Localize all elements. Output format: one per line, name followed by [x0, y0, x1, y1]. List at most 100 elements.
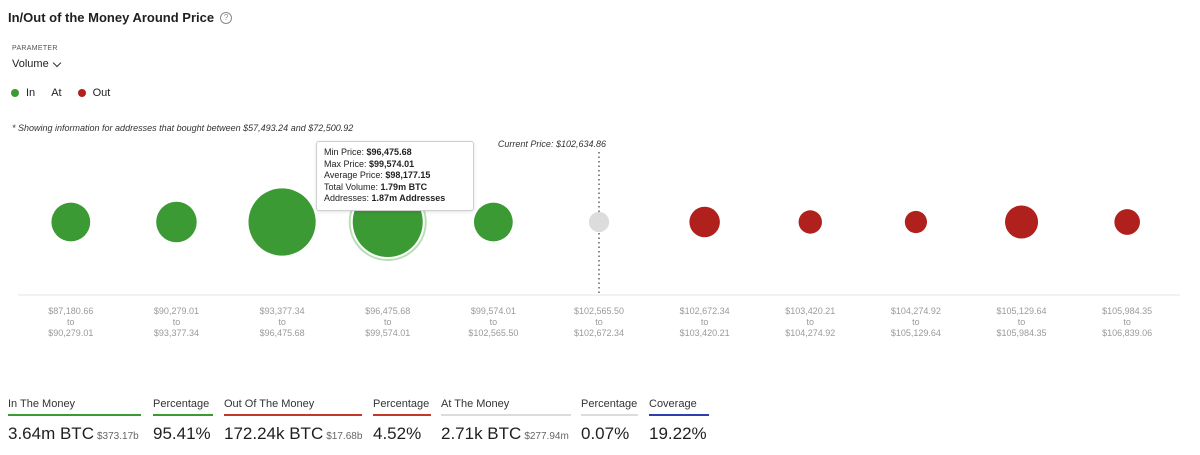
stat-underline — [649, 414, 709, 416]
legend-label-out: Out — [92, 87, 111, 99]
stat-sub-value: $17.68b — [326, 431, 363, 442]
tick-from-8: $104,274.92 — [891, 306, 941, 316]
bubble-out-9[interactable] — [1005, 205, 1039, 239]
bubble-in-1[interactable] — [156, 201, 197, 243]
range-note: * Showing information for addresses that… — [12, 123, 354, 133]
stat-coverage: Coverage 19.22% — [649, 398, 709, 444]
stat-label: At The Money — [441, 398, 510, 410]
legend-item-in[interactable]: In — [11, 87, 35, 99]
stat-underline — [581, 414, 638, 416]
bubble-in-4[interactable] — [473, 202, 513, 242]
parameter-value: Volume — [12, 58, 49, 70]
tick-to-word-6: to — [701, 317, 709, 327]
tick-to-6: $103,420.21 — [680, 328, 730, 338]
tick-from-6: $102,672.34 — [680, 306, 730, 316]
stat-at-percentage: Percentage 0.07% — [581, 398, 638, 444]
tooltip-min-row: Min Price: $96,475.68 — [324, 147, 412, 157]
tick-to-5: $102,672.34 — [574, 328, 624, 338]
stat-label: In The Money — [8, 398, 76, 410]
stat-label: Percentage — [373, 398, 430, 410]
tick-from-2: $93,377.34 — [260, 306, 305, 316]
legend-item-at[interactable]: At — [51, 87, 61, 99]
tick-to-2: $96,475.68 — [260, 328, 305, 338]
tick-to-4: $102,565.50 — [468, 328, 518, 338]
stat-value: 172.24k BTC — [224, 424, 324, 443]
tick-from-7: $103,420.21 — [785, 306, 835, 316]
tooltip-max-row: Max Price: $99,574.01 — [324, 158, 415, 169]
bubble-chart: Current Price: $102,634.86$87,180.66to$9… — [18, 139, 1180, 338]
legend-item-out[interactable]: Out — [77, 87, 111, 99]
tick-to-word-2: to — [278, 317, 286, 327]
legend: In At Out — [11, 87, 126, 99]
bubble-at-5[interactable] — [588, 211, 610, 233]
stat-at-the-money: At The Money 2.71k BTC $277.94m — [441, 398, 571, 444]
tick-from-0: $87,180.66 — [48, 306, 93, 316]
legend-label-in: In — [26, 87, 36, 99]
tooltip-avg-row: Average Price: $98,177.15 — [324, 170, 431, 181]
stat-label: Out Of The Money — [224, 398, 315, 410]
stat-sub-value: $373.17b — [96, 431, 139, 442]
tick-to-word-5: to — [595, 317, 603, 327]
stat-in-percentage: Percentage 95.41% — [153, 398, 213, 444]
tick-to-word-4: to — [490, 317, 498, 327]
parameter-select[interactable]: Volume — [12, 58, 61, 70]
tick-to-3: $99,574.01 — [365, 328, 410, 338]
tooltip-volume-row: Total Volume: 1.79m BTC — [324, 181, 428, 192]
stat-value: 19.22% — [649, 424, 707, 443]
title-row: In/Out of the Money Around Price ? — [8, 10, 233, 25]
tick-to-0: $90,279.01 — [48, 328, 93, 338]
stat-label: Coverage — [649, 398, 697, 410]
stat-underline — [153, 414, 213, 416]
stat-in-the-money: In The Money 3.64m BTC $373.17b — [8, 398, 141, 444]
stat-label: Percentage — [153, 398, 210, 410]
tick-to-word-10: to — [1123, 317, 1131, 327]
parameter-label: PARAMETER — [12, 45, 58, 52]
bubble-in-0[interactable] — [51, 202, 91, 242]
question-circle-icon[interactable]: ? — [220, 11, 233, 24]
tick-to-7: $104,274.92 — [785, 328, 835, 338]
bubble-out-8[interactable] — [904, 210, 928, 234]
stat-underline — [441, 414, 571, 416]
tick-to-word-8: to — [912, 317, 920, 327]
tick-to-10: $106,839.06 — [1102, 328, 1152, 338]
tick-from-4: $99,574.01 — [471, 306, 516, 316]
stat-underline — [373, 414, 431, 416]
bubble-in-2[interactable] — [248, 188, 316, 256]
stats-bar: In The Money 3.64m BTC $373.17b Percentag… — [0, 398, 1200, 448]
tick-to-8: $105,129.64 — [891, 328, 941, 338]
stat-value: 95.41% — [153, 424, 211, 443]
stat-label: Percentage — [581, 398, 638, 410]
stat-value: 2.71k BTC — [441, 424, 522, 443]
tick-to-word-3: to — [384, 317, 392, 327]
bubble-tooltip: Min Price: $96,475.68 Max Price: $99,574… — [316, 141, 474, 211]
tick-from-5: $102,565.50 — [574, 306, 624, 316]
tick-to-word-9: to — [1018, 317, 1026, 327]
stat-value: 4.52% — [373, 424, 422, 443]
bubble-out-7[interactable] — [798, 210, 822, 234]
legend-label-at: At — [51, 87, 62, 99]
tick-from-3: $96,475.68 — [365, 306, 410, 316]
tick-from-1: $90,279.01 — [154, 306, 199, 316]
stat-underline — [8, 414, 141, 416]
stat-out-percentage: Percentage 4.52% — [373, 398, 431, 444]
legend-dot-in — [11, 89, 19, 97]
tick-from-10: $105,984.35 — [1102, 306, 1152, 316]
tooltip-addresses-row: Addresses: 1.87m Addresses — [324, 193, 446, 204]
chevron-down-icon — [52, 58, 61, 67]
tick-to-word-0: to — [67, 317, 75, 327]
stat-sub-value: $277.94m — [524, 431, 569, 442]
tick-to-1: $93,377.34 — [154, 328, 199, 338]
stat-underline — [224, 414, 362, 416]
tick-to-9: $105,984.35 — [997, 328, 1047, 338]
current-price-label: Current Price: $102,634.86 — [498, 139, 606, 149]
tick-to-word-7: to — [807, 317, 815, 327]
stat-value: 3.64m BTC — [8, 424, 94, 443]
tick-from-9: $105,129.64 — [997, 306, 1047, 316]
stat-value: 0.07% — [581, 424, 630, 443]
bubble-out-6[interactable] — [689, 206, 720, 238]
page-title: In/Out of the Money Around Price — [8, 10, 215, 25]
bubble-out-10[interactable] — [1114, 209, 1140, 235]
tick-to-word-1: to — [173, 317, 181, 327]
legend-dot-out — [77, 89, 86, 97]
stat-out-of-the-money: Out Of The Money 172.24k BTC $17.68b — [224, 398, 362, 444]
